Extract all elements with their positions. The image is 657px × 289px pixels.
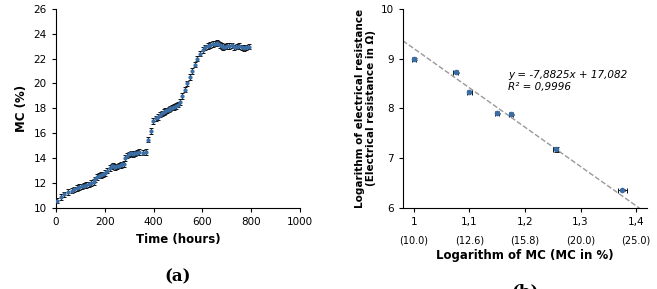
Text: (20.0): (20.0) — [566, 236, 595, 246]
X-axis label: Logarithm of MC (MC in %): Logarithm of MC (MC in %) — [436, 249, 614, 262]
Text: (b): (b) — [511, 284, 539, 289]
X-axis label: Time (hours): Time (hours) — [136, 233, 220, 246]
Text: (25.0): (25.0) — [622, 236, 650, 246]
Text: (10.0): (10.0) — [399, 236, 428, 246]
Y-axis label: MC (%): MC (%) — [15, 85, 28, 132]
Text: (15.8): (15.8) — [510, 236, 539, 246]
Text: (a): (a) — [165, 268, 191, 285]
Y-axis label: Logarithm of electrical resistance
(Electrical resistance in Ω): Logarithm of electrical resistance (Elec… — [355, 9, 376, 208]
Text: (12.6): (12.6) — [455, 236, 484, 246]
Text: y = -7,8825x + 17,082
R² = 0,9996: y = -7,8825x + 17,082 R² = 0,9996 — [509, 70, 627, 92]
